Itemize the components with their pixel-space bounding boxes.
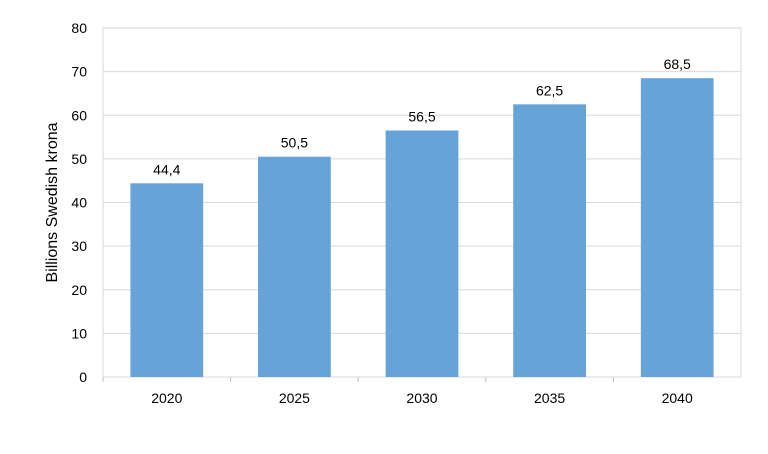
bar-2025: [258, 156, 331, 377]
bar-2035: [513, 104, 586, 377]
y-tick-labels: 0 10 20 30 40 50 60 70 80: [71, 20, 87, 385]
x-tick-label: 2035: [534, 390, 565, 406]
x-tick-label: 2030: [406, 390, 437, 406]
x-tick-labels: 2020 2025 2030 2035 2040: [151, 390, 693, 406]
data-label: 56,5: [408, 109, 435, 125]
bar-2040: [640, 78, 714, 377]
y-axis-title: Billions Swedish krona: [44, 122, 61, 282]
data-label: 44,4: [153, 161, 180, 177]
y-tick-label: 60: [71, 107, 87, 123]
data-labels: 44,4 50,5 56,5 62,5 68,5: [153, 56, 691, 177]
data-label: 68,5: [664, 56, 691, 72]
bar-2030: [385, 130, 459, 377]
x-tick-label: 2040: [662, 390, 693, 406]
x-tick-label: 2020: [151, 390, 182, 406]
data-label: 62,5: [536, 82, 563, 98]
y-tick-label: 30: [71, 238, 87, 254]
x-tick-label: 2025: [279, 390, 310, 406]
y-tick-label: 80: [71, 20, 87, 36]
y-tick-label: 20: [71, 282, 87, 298]
y-tick-label: 0: [79, 369, 87, 385]
y-tick-label: 50: [71, 151, 87, 167]
data-label: 50,5: [281, 135, 308, 151]
y-tick-label: 70: [71, 64, 87, 80]
bar-2020: [130, 183, 204, 377]
bars: [130, 78, 714, 377]
y-tick-label: 10: [71, 325, 87, 341]
y-tick-label: 40: [71, 195, 87, 211]
